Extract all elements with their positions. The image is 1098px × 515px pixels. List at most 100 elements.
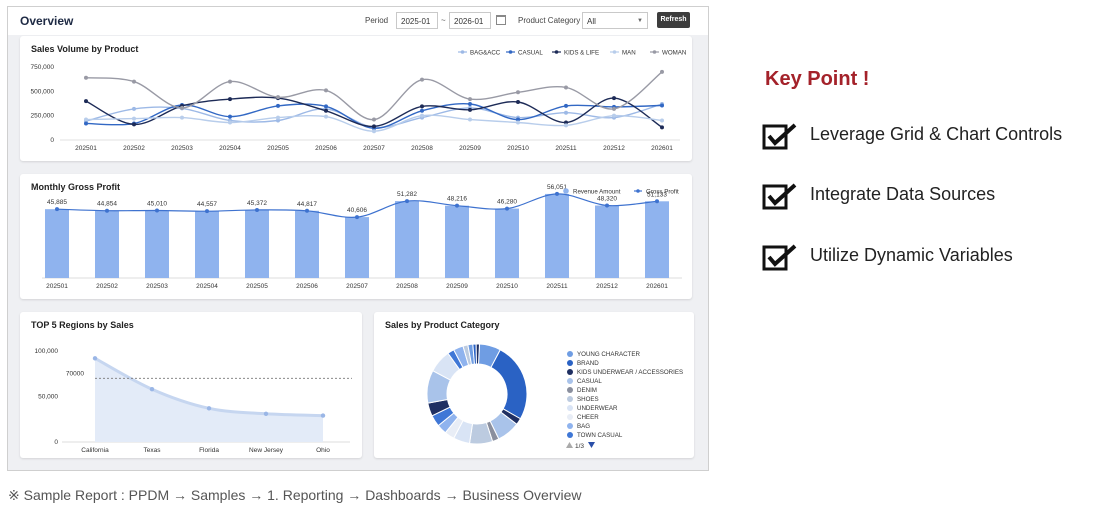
legend-marker bbox=[567, 405, 573, 411]
data-label: 51,282 bbox=[397, 191, 417, 198]
period-from-input[interactable]: 2025-01 bbox=[396, 12, 438, 29]
data-point bbox=[276, 118, 280, 123]
legend-label: SHOES bbox=[577, 396, 599, 403]
x-tick-label: 202601 bbox=[646, 283, 668, 290]
category-label: Product Category bbox=[518, 16, 581, 25]
gross-profit-point bbox=[205, 209, 209, 214]
x-tick-label: 202512 bbox=[596, 283, 618, 290]
top-regions-card: TOP 5 Regions by Sales 100,000 50,000 0 700… bbox=[20, 312, 362, 458]
legend-marker bbox=[567, 423, 573, 429]
data-point bbox=[132, 116, 136, 121]
data-point bbox=[612, 113, 616, 118]
data-point bbox=[468, 117, 472, 122]
data-point bbox=[228, 120, 232, 125]
x-tick-label: 202504 bbox=[196, 283, 218, 290]
refresh-button[interactable]: Refresh bbox=[657, 12, 690, 28]
key-points-title: Key Point ! bbox=[765, 68, 870, 90]
x-tick-label: California bbox=[81, 447, 109, 454]
legend-label: KIDS UNDERWEAR / ACCESSORIES bbox=[577, 369, 683, 376]
key-point-text: Integrate Data Sources bbox=[810, 184, 996, 204]
x-tick-label: 202509 bbox=[459, 145, 481, 152]
data-point bbox=[149, 387, 155, 392]
data-label: 44,854 bbox=[97, 201, 117, 208]
legend-label: CASUAL bbox=[518, 50, 543, 57]
legend-label: YOUNG CHARACTER bbox=[577, 351, 640, 358]
key-points-panel: Key Point ! Leverage Grid & Chart Contro… bbox=[760, 0, 1098, 300]
x-tick-label: 202502 bbox=[123, 145, 145, 152]
data-point bbox=[420, 113, 424, 118]
data-label: 45,372 bbox=[247, 200, 267, 207]
data-point bbox=[276, 115, 280, 120]
calendar-icon[interactable] bbox=[496, 15, 506, 25]
data-point bbox=[228, 114, 232, 119]
legend-marker bbox=[612, 50, 617, 54]
key-point-item: Integrate Data Sources bbox=[762, 180, 1098, 210]
gross-profit-point bbox=[455, 203, 459, 208]
legend-label: BAG bbox=[577, 423, 590, 430]
legend-label: WOMAN bbox=[662, 50, 686, 57]
legend-label: KIDS & LIFE bbox=[564, 50, 599, 57]
x-tick-label: 202507 bbox=[346, 283, 368, 290]
data-label: 46,280 bbox=[497, 199, 517, 206]
period-to-input[interactable]: 2026-01 bbox=[449, 12, 491, 29]
data-point bbox=[84, 75, 88, 80]
x-tick-label: 202508 bbox=[411, 145, 433, 152]
legend-marker bbox=[567, 387, 573, 393]
pager-prev-icon bbox=[566, 442, 573, 448]
legend-pager: 1/3 bbox=[575, 443, 584, 450]
x-tick-label: Florida bbox=[199, 447, 219, 454]
data-point bbox=[516, 90, 520, 95]
data-point bbox=[564, 110, 568, 115]
legend-marker bbox=[636, 189, 640, 193]
x-tick-label: 202511 bbox=[555, 145, 577, 152]
data-label: 45,010 bbox=[147, 200, 167, 207]
product-category-title: Sales by Product Category bbox=[385, 320, 500, 330]
data-point bbox=[468, 107, 472, 112]
pager-next-icon bbox=[588, 442, 595, 448]
legend-marker bbox=[508, 50, 513, 54]
data-point bbox=[420, 108, 424, 113]
series-line bbox=[85, 71, 663, 121]
x-tick-label: Ohio bbox=[316, 447, 330, 454]
x-tick-label: 202502 bbox=[96, 283, 118, 290]
data-point bbox=[132, 106, 136, 111]
revenue-bar bbox=[345, 217, 369, 278]
gross-profit-point bbox=[355, 215, 359, 220]
period-label: Period bbox=[365, 16, 389, 25]
x-tick-label: 202505 bbox=[267, 145, 289, 152]
data-point bbox=[468, 101, 472, 106]
gross-profit-point bbox=[605, 203, 609, 208]
chevron-down-icon: ▼ bbox=[637, 18, 643, 24]
data-point bbox=[516, 100, 520, 105]
x-tick-label: Texas bbox=[144, 447, 162, 454]
category-select[interactable]: All ▼ bbox=[582, 12, 648, 29]
legend-marker bbox=[567, 369, 573, 375]
data-point bbox=[516, 120, 520, 125]
revenue-bar bbox=[95, 210, 119, 278]
page-title: Overview bbox=[20, 14, 74, 28]
legend-label: MAN bbox=[622, 50, 636, 57]
key-point-item: Utilize Dynamic Variables bbox=[762, 241, 1098, 271]
revenue-bar bbox=[545, 193, 569, 278]
x-tick-label: 202501 bbox=[75, 145, 97, 152]
data-point bbox=[564, 103, 568, 108]
revenue-bar bbox=[195, 211, 219, 278]
y-tick-label: 750,000 bbox=[31, 64, 55, 71]
gross-profit-point bbox=[55, 207, 59, 212]
legend-label: CHEER bbox=[577, 414, 599, 421]
sales-volume-card: Sales Volume by Product 750,000 500,000 25… bbox=[20, 36, 692, 161]
x-tick-label: 202511 bbox=[546, 283, 568, 290]
data-point bbox=[84, 121, 88, 126]
gross-profit-point bbox=[305, 208, 309, 213]
period-separator: ~ bbox=[441, 16, 446, 25]
data-label: 45,885 bbox=[47, 199, 67, 206]
footnote: ※ Sample Report : PPDM → Samples → 1. Re… bbox=[8, 487, 582, 503]
donut-slice bbox=[490, 349, 528, 420]
revenue-bar bbox=[445, 205, 469, 278]
revenue-bar bbox=[245, 209, 269, 278]
legend-marker bbox=[567, 378, 573, 384]
area-fill bbox=[95, 358, 323, 442]
gross-profit-point bbox=[105, 208, 109, 213]
revenue-bar bbox=[595, 205, 619, 278]
legend-label: Gross Profit bbox=[646, 189, 679, 196]
